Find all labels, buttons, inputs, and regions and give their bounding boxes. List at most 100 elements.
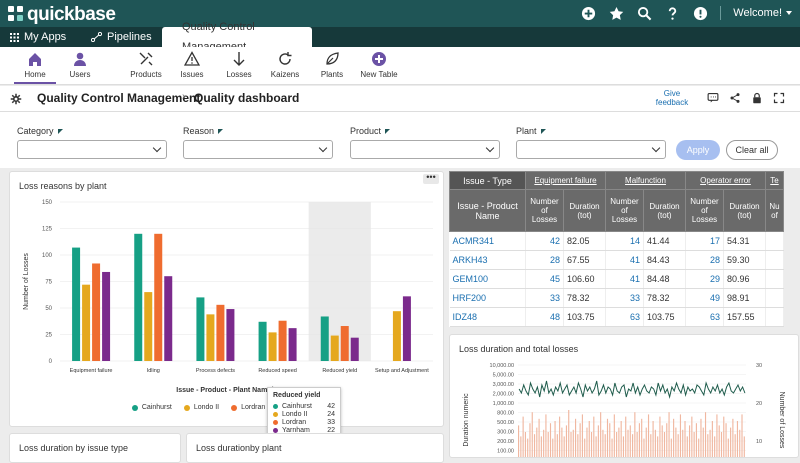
comment-icon[interactable] (707, 92, 719, 104)
col-duration[interactable]: Duration (tot) (723, 189, 766, 232)
bar (392, 311, 401, 361)
product-name-cell[interactable]: GEM100 (449, 269, 526, 289)
group-operator-error[interactable]: Operator error (685, 171, 766, 190)
losses-count-cell[interactable]: 41 (605, 269, 644, 289)
star-icon[interactable] (608, 5, 624, 21)
losses-count-cell[interactable]: 45 (525, 269, 564, 289)
filter-plant-select[interactable] (516, 140, 666, 159)
tooltip-series-name: Yarnham (282, 426, 310, 434)
row-header: Issue - Product Name (449, 189, 526, 232)
table-row[interactable]: IDZ48 48 103.75 63 103.75 63 157.55 (449, 307, 784, 327)
table-row[interactable]: GEM100 45 106.60 41 84.48 29 80.96 (449, 269, 784, 289)
toolbar-new-table[interactable]: New Table (354, 51, 404, 79)
table-row[interactable]: ACMR341 42 82.05 14 41.44 17 54.31 (449, 231, 784, 251)
product-name-cell[interactable]: ACMR341 (449, 231, 526, 251)
welcome-menu[interactable]: Welcome! (733, 7, 792, 19)
losses-count-cell[interactable]: 28 (685, 250, 724, 270)
tooltip-row: Londo II 24 (273, 410, 335, 418)
bar (691, 416, 693, 457)
more-options-icon[interactable]: ••• (423, 173, 439, 184)
tab-my-apps[interactable]: My Apps (10, 27, 66, 47)
filter-reason-text: Reason (183, 126, 215, 136)
y-tick-label: 1,000.00 (493, 401, 514, 407)
losses-count-cell[interactable]: 28 (525, 250, 564, 270)
product-name-cell[interactable]: ARKH43 (449, 250, 526, 270)
bar (638, 423, 640, 457)
bar (609, 423, 611, 457)
col-duration[interactable]: Duration (tot) (643, 189, 686, 232)
sort-corner-icon (218, 129, 224, 134)
col-number-losses[interactable]: Nu of (765, 189, 784, 232)
add-icon[interactable] (580, 5, 596, 21)
toolbar-losses[interactable]: Losses (214, 51, 264, 79)
search-icon[interactable] (636, 5, 652, 21)
toolbar-issues[interactable]: Issues (167, 51, 217, 79)
col-number-losses[interactable]: Number of Losses (685, 189, 724, 232)
toolbar-users[interactable]: Users (55, 51, 105, 79)
losses-count-cell[interactable]: 63 (605, 307, 644, 327)
filter-category-text: Category (17, 126, 54, 136)
lock-icon[interactable] (751, 92, 763, 104)
losses-count-cell[interactable]: 49 (685, 288, 724, 308)
chevron-down-icon (152, 143, 162, 153)
bar (659, 416, 661, 457)
losses-count-cell[interactable]: 48 (525, 307, 564, 327)
losses-count-cell[interactable]: 33 (525, 288, 564, 308)
bar (549, 423, 552, 457)
breadcrumb-app[interactable]: Quality Control Management (37, 91, 201, 105)
bar (718, 425, 720, 457)
losses-count-cell[interactable]: 29 (685, 269, 724, 289)
filter-category-select[interactable] (17, 140, 167, 159)
tooltip-value: 22 (327, 426, 335, 434)
legend-item[interactable]: Lordran (231, 404, 265, 411)
overflow-cell (765, 231, 784, 251)
filter-reason-select[interactable] (183, 140, 333, 159)
legend-item[interactable]: Londo II (183, 404, 219, 411)
toolbar-kaizens[interactable]: Kaizens (260, 51, 310, 79)
share-icon[interactable] (729, 92, 741, 104)
losses-count-cell[interactable]: 33 (605, 288, 644, 308)
toolbar-plants[interactable]: Plants (307, 51, 357, 79)
legend-item[interactable]: Cainhurst (131, 404, 172, 411)
col-number-losses[interactable]: Number of Losses (525, 189, 564, 232)
toolbar-home[interactable]: Home (10, 51, 60, 84)
losses-count-cell[interactable]: 42 (525, 231, 564, 251)
expand-icon[interactable] (773, 92, 785, 104)
settings-gear-icon[interactable] (10, 93, 22, 105)
losses-count-cell[interactable]: 17 (685, 231, 724, 251)
tab-pipelines[interactable]: Pipelines (91, 27, 152, 47)
bar (732, 418, 734, 457)
col-duration[interactable]: Duration (tot) (563, 189, 606, 232)
tooltip-series-name: Londo II (282, 410, 308, 418)
tooltip-row: Lordran 33 (273, 418, 335, 426)
alert-icon[interactable] (692, 5, 708, 21)
bar (206, 314, 215, 361)
product-name-cell[interactable]: HRF200 (449, 288, 526, 308)
tab-quality-control[interactable]: Quality Control Management (162, 21, 312, 53)
product-name-cell[interactable]: IDZ48 (449, 307, 526, 327)
table-row[interactable]: ARKH43 28 67.55 41 84.43 28 59.30 (449, 250, 784, 270)
losses-count-cell[interactable]: 63 (685, 307, 724, 327)
table-group-header: Issue - Type (449, 171, 526, 190)
table-row[interactable]: HRF200 33 78.32 33 78.32 49 98.91 (449, 288, 784, 308)
bar (402, 296, 411, 361)
losses-count-cell[interactable]: 14 (605, 231, 644, 251)
losses-count-cell[interactable]: 41 (605, 250, 644, 270)
bar (524, 432, 526, 457)
apply-button[interactable]: Apply (676, 140, 720, 160)
quickbase-logo[interactable]: quickbase (8, 4, 116, 26)
duration-cell: 84.43 (643, 250, 686, 270)
give-feedback-link[interactable]: Give feedback (655, 89, 689, 107)
tooltip-value: 42 (327, 402, 335, 410)
group-equipment-failure[interactable]: Equipment failure (525, 171, 606, 190)
filter-product-select[interactable] (350, 140, 500, 159)
bar (645, 427, 647, 457)
col-number-losses[interactable]: Number of Losses (605, 189, 644, 232)
clear-all-button[interactable]: Clear all (726, 140, 778, 160)
toolbar-products[interactable]: Products (121, 51, 171, 79)
group-te[interactable]: Te (765, 171, 784, 190)
x-tick-label: Process defects (196, 368, 235, 374)
legend-swatch (131, 404, 138, 411)
help-icon[interactable] (664, 5, 680, 21)
group-malfunction[interactable]: Malfunction (605, 171, 686, 190)
